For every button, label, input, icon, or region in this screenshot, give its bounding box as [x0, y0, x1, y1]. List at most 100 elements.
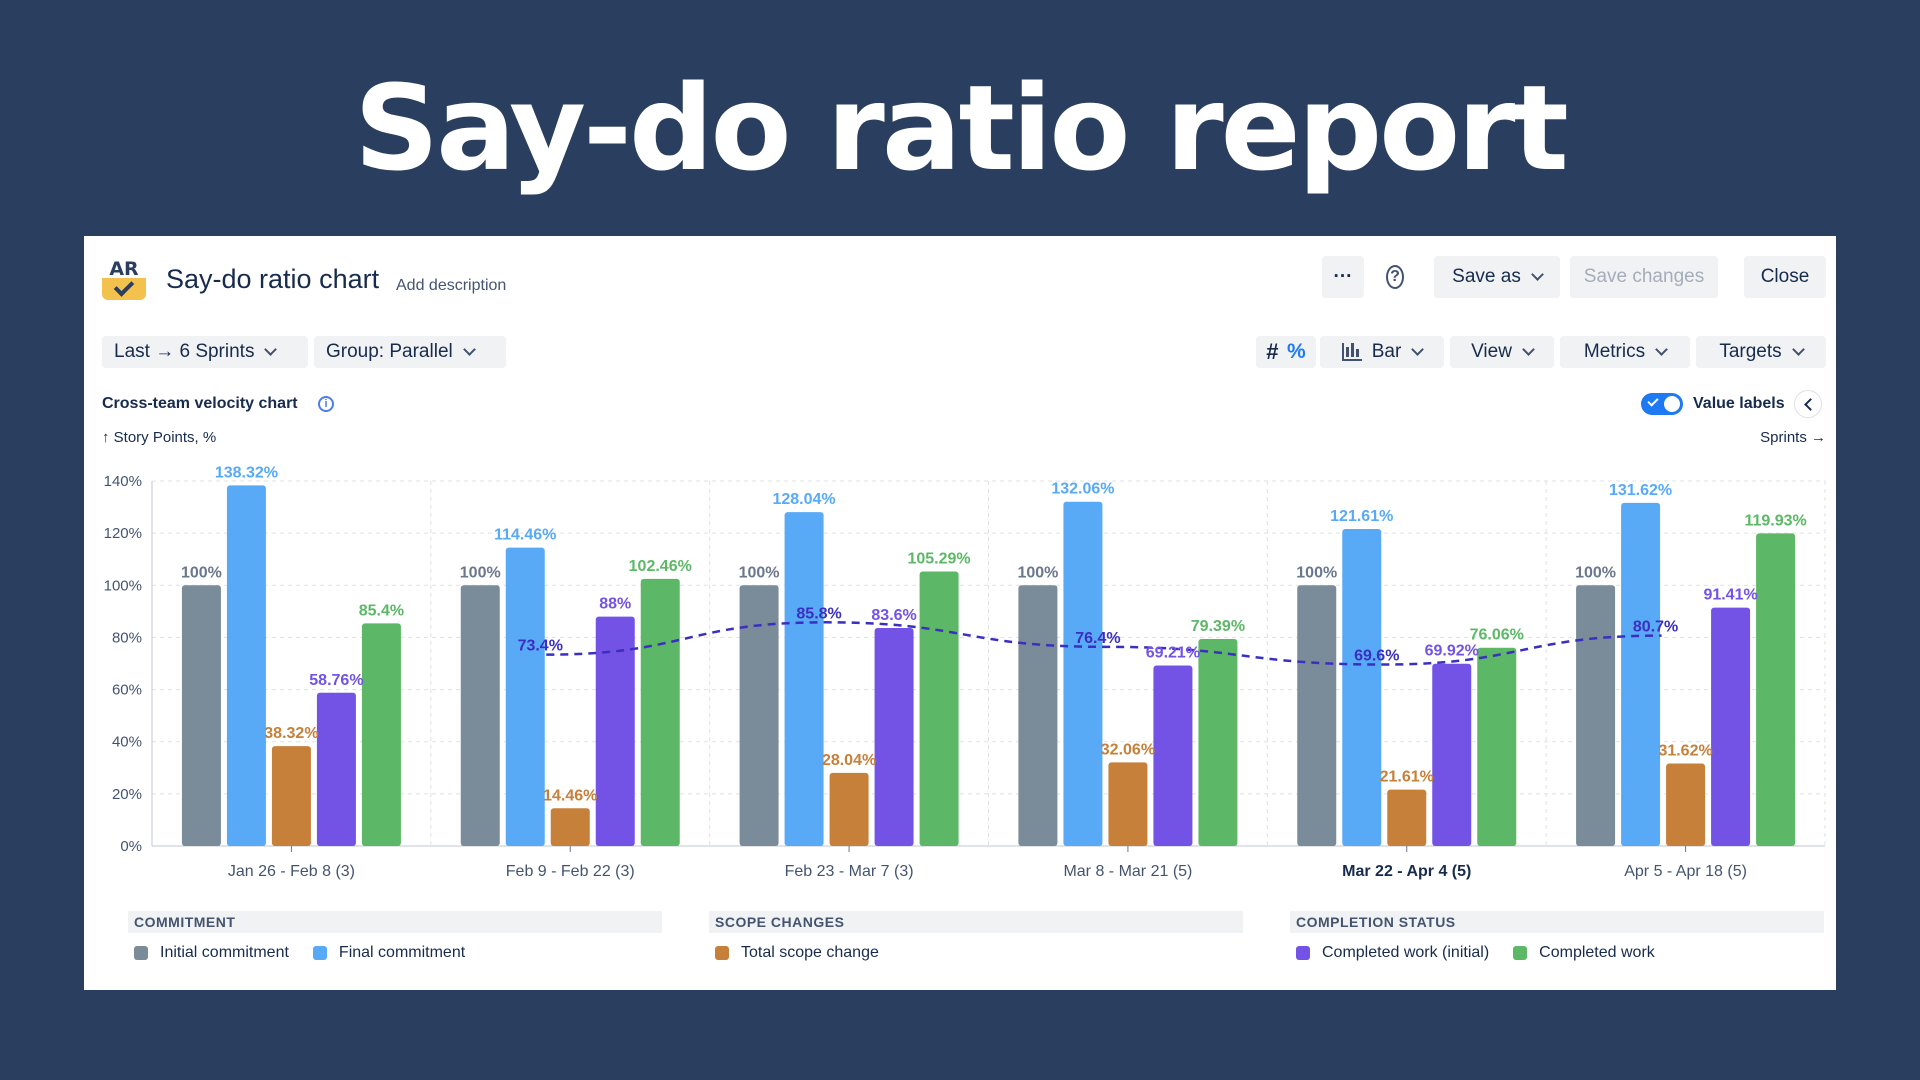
legend-scope-title: SCOPE CHANGES	[709, 911, 1243, 933]
data-label: 102.46%	[629, 558, 692, 575]
legend-label: Completed work	[1539, 944, 1655, 961]
collapse-panel-button[interactable]	[1794, 390, 1822, 418]
data-label: 100%	[1017, 564, 1058, 581]
more-icon: ···	[1333, 266, 1353, 287]
help-button[interactable]: ?	[1374, 256, 1416, 298]
trend-label: 69.6%	[1354, 648, 1399, 665]
info-icon[interactable]: i	[318, 396, 334, 412]
legend-label: Total scope change	[741, 944, 879, 961]
data-label: 21.61%	[1380, 769, 1434, 786]
targets-label: Targets	[1719, 341, 1782, 362]
bar	[874, 628, 914, 846]
data-label: 100%	[460, 564, 501, 581]
legend-item-final-commitment[interactable]: Final commitment	[307, 944, 465, 962]
y-axis-unit: ↑ Story Points, %	[102, 429, 217, 446]
chart-title[interactable]: Say-do ratio chart	[166, 264, 380, 294]
legend-completion: COMPLETION STATUS Completed work (initia…	[1290, 911, 1824, 962]
y-tick-label: 60%	[112, 682, 142, 699]
bar-chart-icon	[1341, 343, 1362, 361]
data-label: 76.06%	[1470, 627, 1524, 644]
chart-labels: 0% 20% 40% 60% 80% 100% 120% 140% 100% 138.32% 38.…	[104, 464, 1807, 880]
legend-swatch	[134, 946, 148, 960]
data-label: 83.6%	[871, 607, 916, 624]
value-labels-toggle[interactable]	[1641, 393, 1683, 415]
bar	[460, 585, 500, 846]
data-label: 131.62%	[1609, 482, 1672, 499]
more-button[interactable]: ···	[1322, 256, 1364, 298]
group-dropdown[interactable]: Group: Parallel	[314, 336, 506, 368]
report-card: AR Say-do ratio chart Add description ··…	[84, 236, 1836, 990]
x-tick-label: Apr 5 - Apr 18 (5)	[1624, 863, 1747, 880]
bar	[739, 585, 779, 846]
data-label: 119.93%	[1744, 512, 1806, 529]
chart-type-dropdown[interactable]: Bar	[1320, 336, 1444, 368]
legend-commitment: COMMITMENT Initial commitment Final comm…	[128, 911, 662, 962]
y-tick-label: 80%	[112, 629, 142, 646]
y-tick-label: 20%	[112, 786, 142, 803]
legend-item-completed-work-initial[interactable]: Completed work (initial)	[1290, 944, 1489, 962]
bar	[316, 692, 356, 846]
help-icon: ?	[1386, 265, 1404, 289]
data-label: 91.41%	[1703, 587, 1757, 604]
metrics-dropdown[interactable]: Metrics	[1560, 336, 1690, 368]
data-label: 121.61%	[1330, 508, 1393, 525]
close-label: Close	[1760, 266, 1810, 287]
chart-grid	[151, 480, 1826, 852]
hash-icon[interactable]: #	[1266, 339, 1279, 364]
chart-type-label: Bar	[1371, 341, 1402, 362]
bar	[361, 623, 401, 846]
bar	[226, 485, 266, 846]
hero-title: Say-do ratio report	[354, 59, 1569, 197]
legend-label: Initial commitment	[160, 944, 289, 961]
bar	[1477, 647, 1517, 846]
toggle-knob	[1664, 396, 1680, 412]
checkmark-icon	[102, 278, 146, 300]
bar	[550, 808, 590, 846]
save-as-button[interactable]: Save as	[1434, 256, 1560, 298]
percent-icon[interactable]: %	[1287, 340, 1306, 363]
targets-dropdown[interactable]: Targets	[1696, 336, 1826, 368]
bar	[271, 746, 311, 846]
view-label: View	[1471, 341, 1512, 362]
view-dropdown[interactable]: View	[1450, 336, 1554, 368]
save-changes-button[interactable]: Save changes	[1570, 256, 1718, 298]
data-label: 38.32%	[264, 725, 318, 742]
bar	[181, 585, 221, 846]
bar	[1621, 502, 1661, 846]
x-axis-unit: Sprints →	[1760, 429, 1826, 446]
bar	[784, 512, 824, 846]
data-label: 14.46%	[543, 787, 597, 804]
close-button[interactable]: Close	[1744, 256, 1826, 298]
bar	[1108, 762, 1148, 846]
add-description-link[interactable]: Add description	[396, 277, 507, 294]
bar	[1387, 789, 1427, 846]
x-tick-label: Jan 26 - Feb 8 (3)	[228, 863, 355, 880]
data-label: 132.06%	[1051, 481, 1114, 498]
bar	[1711, 607, 1751, 846]
velocity-chart: 0% 20% 40% 60% 80% 100% 120% 140% 100% 138.32% 38.…	[104, 464, 1826, 880]
trend-path	[546, 621, 1662, 666]
bar	[640, 578, 680, 846]
data-label: 58.76%	[309, 672, 363, 689]
trend-label: 85.8%	[796, 605, 841, 622]
legend-completion-title: COMPLETION STATUS	[1290, 911, 1824, 933]
data-label: 32.06%	[1101, 741, 1155, 758]
value-labels-label: Value labels	[1693, 395, 1785, 412]
bar	[1666, 763, 1706, 846]
number-percent-toggle[interactable]: # %	[1256, 336, 1316, 368]
y-tick-label: 0%	[120, 838, 142, 855]
data-label: 88%	[599, 596, 631, 613]
range-dropdown[interactable]: Last → 6 Sprints	[102, 336, 308, 368]
y-tick-label: 120%	[104, 525, 142, 542]
save-changes-label: Save changes	[1583, 266, 1705, 287]
legend-item-total-scope-change[interactable]: Total scope change	[709, 944, 879, 962]
data-label: 69.21%	[1146, 645, 1200, 662]
legend-swatch	[312, 946, 327, 960]
legend-item-completed-work[interactable]: Completed work	[1507, 944, 1655, 962]
legend-commitment-title: COMMITMENT	[128, 911, 662, 933]
legend-swatch	[715, 946, 729, 960]
legend-scope: SCOPE CHANGES Total scope change	[709, 911, 1243, 962]
x-tick-label: Mar 22 - Apr 4 (5)	[1342, 863, 1471, 880]
legend-item-initial-commitment[interactable]: Initial commitment	[128, 944, 289, 962]
group-label: Group: Parallel	[326, 341, 453, 362]
